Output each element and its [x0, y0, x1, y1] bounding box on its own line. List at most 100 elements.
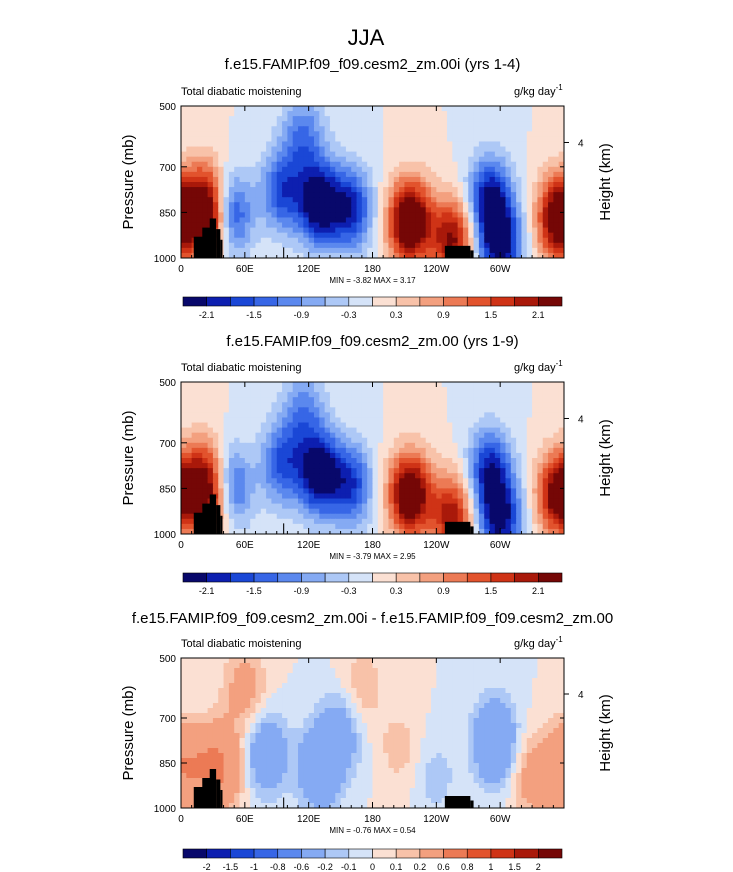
field-cell: [367, 442, 374, 449]
right-axis-title: Height (km): [597, 419, 614, 497]
field-cell: [319, 493, 326, 500]
field-cell: [526, 141, 533, 148]
field-cell: [303, 447, 310, 454]
field-cell: [202, 458, 209, 464]
field-cell: [526, 116, 533, 122]
colorbar-box: [348, 572, 373, 583]
field-cell: [452, 437, 459, 444]
field-cell: [303, 442, 310, 449]
field-cell: [484, 442, 491, 449]
field-cell: [548, 452, 554, 459]
field-cell: [271, 478, 278, 484]
field-cell: [181, 136, 187, 143]
field-cell: [441, 432, 448, 439]
field-cell: [202, 136, 209, 143]
field-cell: [462, 166, 469, 173]
field-cell: [553, 146, 560, 153]
colorbar-box: [206, 572, 231, 583]
field-cell: [207, 207, 214, 213]
field-cell: [500, 387, 507, 393]
field-cell: [292, 392, 299, 398]
field-cell: [181, 232, 187, 239]
field-cell: [431, 187, 437, 193]
field-cell: [542, 422, 549, 429]
field-cell: [212, 182, 219, 188]
field-cell: [356, 473, 363, 479]
field-cell: [308, 176, 315, 183]
field-cell: [377, 136, 384, 143]
field-cell: [399, 412, 406, 419]
field-cell: [377, 452, 384, 459]
field-cell: [452, 242, 459, 249]
field-cell: [441, 452, 448, 459]
field-cell: [335, 156, 342, 163]
field-cell: [542, 212, 549, 219]
field-cell: [367, 197, 374, 203]
field-cell: [505, 528, 512, 534]
field-cell: [351, 663, 358, 669]
field-cell: [324, 658, 331, 664]
colorbar-box: [277, 296, 302, 307]
field-cell: [452, 202, 459, 208]
field-cell: [542, 493, 549, 500]
field-cell: [250, 668, 257, 674]
field-cell: [186, 528, 193, 534]
field-cell: [532, 192, 539, 198]
field-cell: [298, 232, 304, 239]
field-cell: [431, 468, 437, 474]
field-cell: [260, 116, 267, 122]
field-cell: [335, 197, 342, 203]
field-cell: [478, 483, 485, 489]
field-cell: [484, 242, 491, 249]
field-cell: [181, 151, 187, 158]
field-cell: [478, 458, 485, 464]
field-cell: [324, 171, 331, 178]
field-cell: [409, 151, 416, 158]
field-cell: [521, 478, 528, 484]
field-cell: [329, 222, 336, 229]
field-cell: [223, 392, 230, 398]
field-cell: [489, 242, 496, 249]
field-cell: [292, 417, 299, 424]
field-cell: [441, 382, 448, 388]
field-cell: [532, 131, 539, 137]
field-cell: [202, 673, 209, 679]
field-cell: [468, 458, 475, 464]
field-cell: [393, 508, 400, 515]
field-cell: [282, 417, 288, 424]
field-cell: [383, 458, 390, 464]
field-cell: [516, 106, 523, 112]
field-cell: [489, 503, 496, 510]
field-cell: [308, 528, 315, 534]
field-cell: [319, 156, 326, 163]
field-cell: [558, 187, 564, 193]
field-cell: [425, 182, 432, 188]
field-cell: [250, 146, 257, 153]
field-cell: [510, 187, 517, 193]
field-cell: [521, 503, 528, 510]
field-cell: [399, 528, 406, 534]
field-cell: [409, 111, 416, 117]
field-cell: [250, 437, 257, 444]
field-cell: [319, 182, 326, 188]
field-cell: [228, 126, 235, 132]
field-cell: [505, 523, 512, 530]
field-cell: [431, 116, 437, 122]
field-cell: [431, 232, 437, 239]
field-cell: [553, 483, 560, 489]
field-cell: [399, 192, 406, 198]
field-cell: [228, 463, 235, 469]
field-cell: [271, 161, 278, 168]
field-cell: [425, 518, 432, 525]
field-cell: [532, 402, 539, 408]
field-cell: [255, 222, 262, 229]
field-cell: [399, 508, 406, 515]
field-cell: [425, 116, 432, 122]
field-cell: [425, 141, 432, 148]
field-cell: [324, 437, 331, 444]
field-cell: [191, 683, 198, 689]
field-cell: [345, 146, 352, 153]
field-cell: [526, 237, 533, 244]
field-cell: [446, 678, 453, 684]
field-cell: [542, 242, 549, 249]
